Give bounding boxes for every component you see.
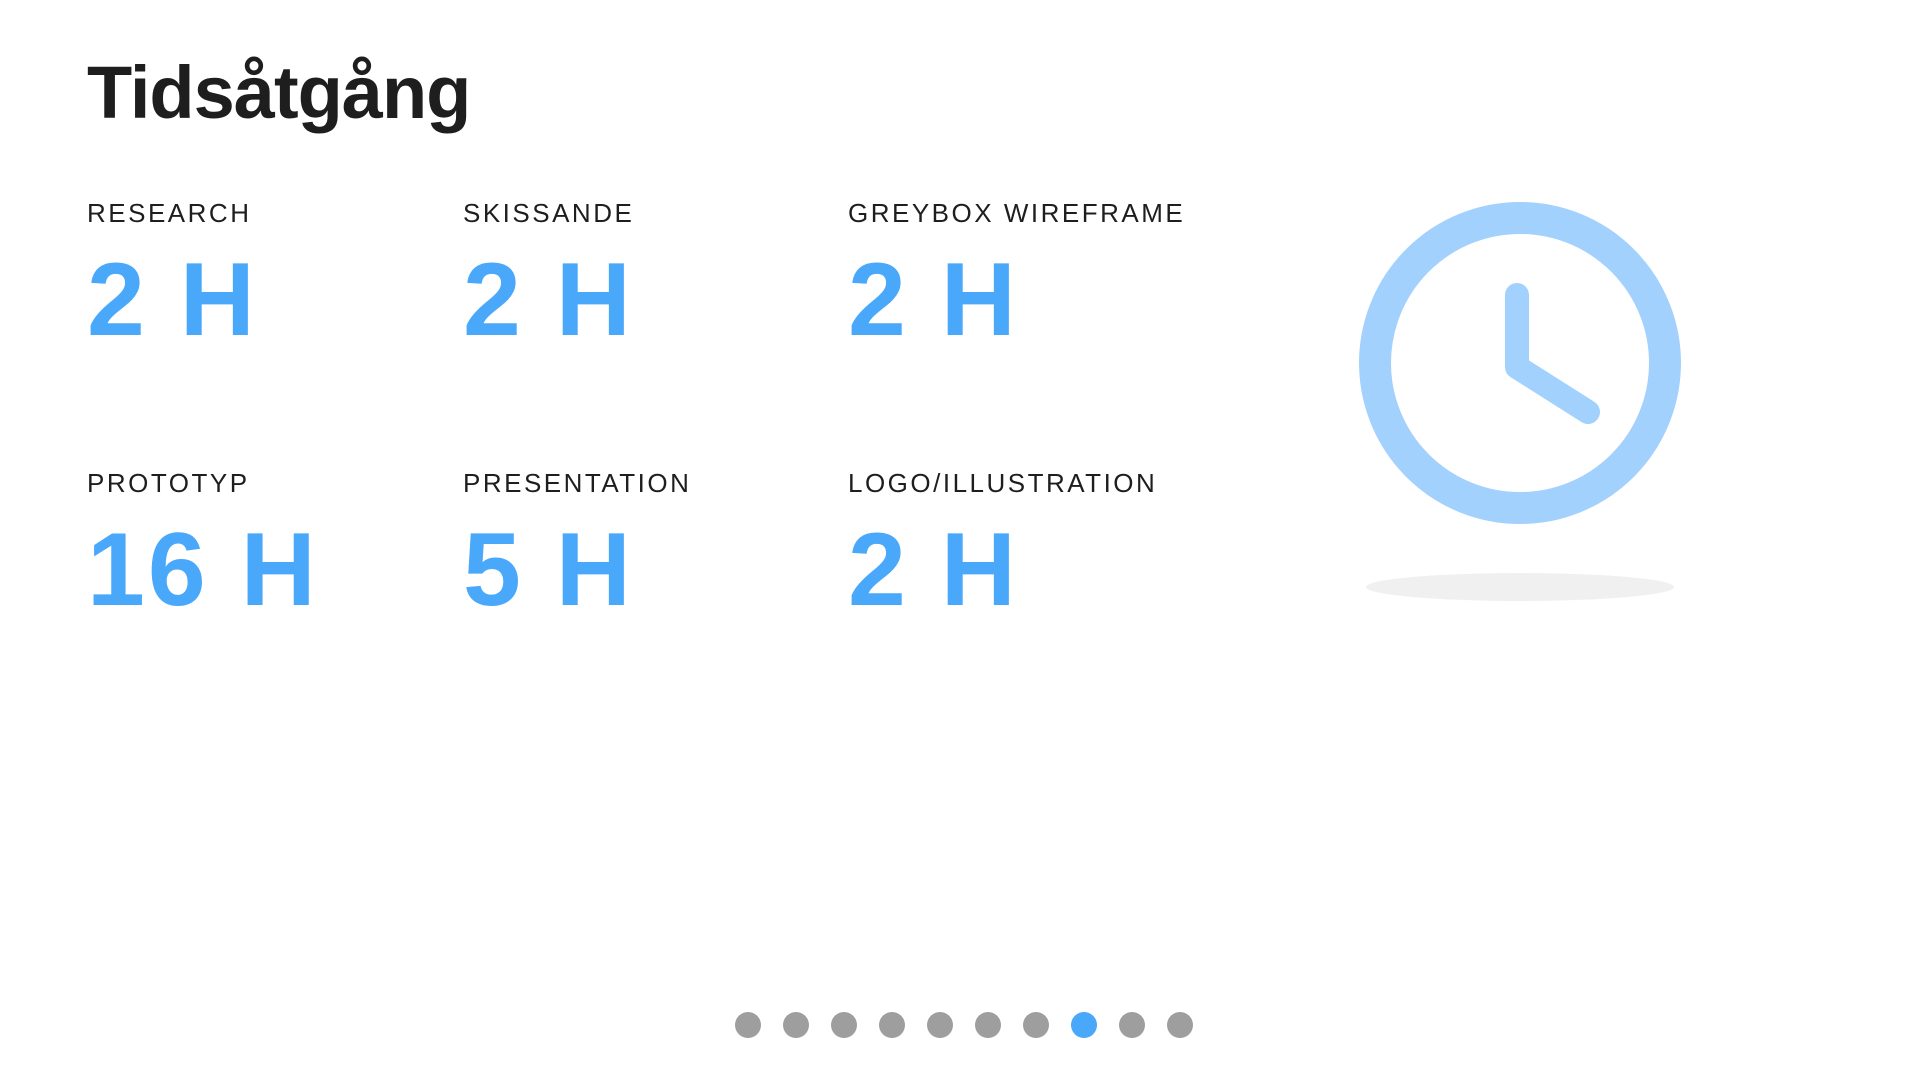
pager-dot[interactable] <box>1023 1012 1049 1038</box>
stat-prototyp: PROTOTYP 16 H <box>87 470 319 622</box>
pager-dot[interactable] <box>831 1012 857 1038</box>
pager-dot[interactable] <box>975 1012 1001 1038</box>
pager-dot[interactable] <box>1119 1012 1145 1038</box>
stat-value: 2 H <box>848 242 1019 358</box>
stat-value: 2 H <box>87 242 258 358</box>
stat-research: RESEARCH 2 H <box>87 200 258 352</box>
pager-dot[interactable] <box>879 1012 905 1038</box>
stat-greybox-wireframe: GREYBOX WIREFRAME 2 H <box>848 200 1185 352</box>
stat-label: SKISSANDE <box>463 198 635 228</box>
clock-hands <box>1505 283 1600 424</box>
stat-presentation: PRESENTATION 5 H <box>463 470 691 622</box>
stat-label: PROTOTYP <box>87 468 250 498</box>
clock-illustration <box>1352 198 1712 618</box>
stat-logo-illustration: LOGO/ILLUSTRATION 2 H <box>848 470 1157 622</box>
stat-value: 16 H <box>87 512 319 628</box>
stat-label: PRESENTATION <box>463 468 692 498</box>
pager-dot[interactable] <box>735 1012 761 1038</box>
pager-dot[interactable] <box>1167 1012 1193 1038</box>
page-title: Tidsåtgång <box>87 51 471 134</box>
slide-pager <box>0 1012 1920 1038</box>
stat-label: LOGO/ILLUSTRATION <box>848 468 1158 498</box>
clock-face <box>1359 202 1681 524</box>
clock-icon <box>1359 202 1681 601</box>
clock-shadow <box>1366 573 1674 601</box>
stat-value: 2 H <box>848 512 1019 628</box>
stat-skissande: SKISSANDE 2 H <box>463 200 634 352</box>
stat-label: RESEARCH <box>87 198 252 228</box>
pager-dot-active[interactable] <box>1071 1012 1097 1038</box>
stat-value: 2 H <box>463 242 634 358</box>
stat-value: 5 H <box>463 512 634 628</box>
pager-dot[interactable] <box>783 1012 809 1038</box>
pager-dot[interactable] <box>927 1012 953 1038</box>
stat-label: GREYBOX WIREFRAME <box>848 198 1186 228</box>
